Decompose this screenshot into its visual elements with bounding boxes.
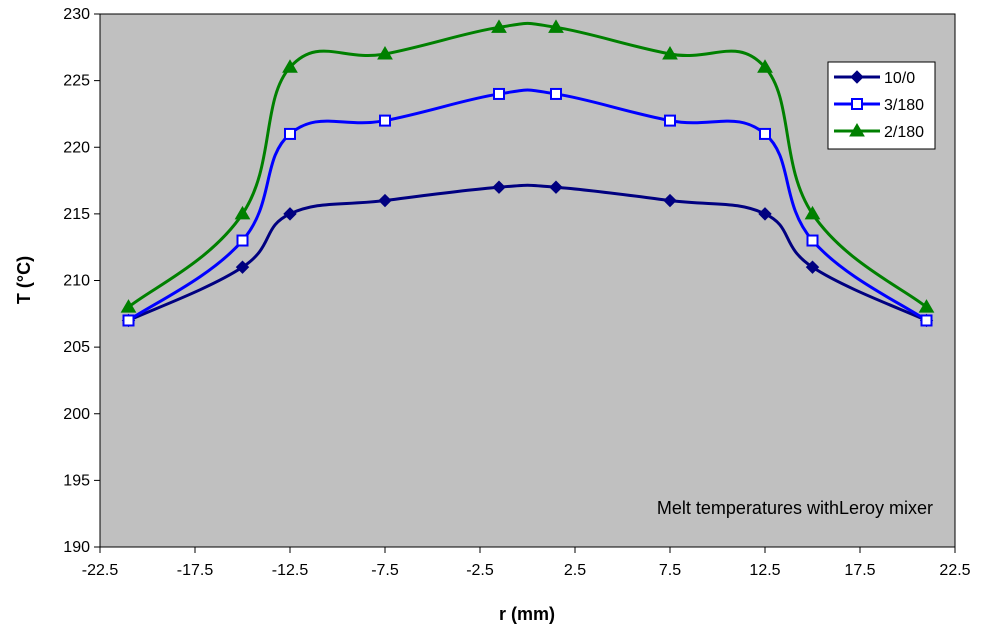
data-point (378, 193, 392, 208)
legend-entry: 3/180 (834, 97, 924, 114)
y-tick-label: 230 (63, 6, 90, 23)
legend-label: 10/0 (884, 70, 915, 87)
x-tick-label: 17.5 (844, 562, 875, 579)
y-tick-label: 190 (63, 539, 90, 556)
x-tick-label: -2.5 (466, 562, 494, 579)
data-point (493, 87, 505, 100)
x-tick-label: -7.5 (371, 562, 399, 579)
data-point (120, 299, 137, 313)
series-2 (122, 87, 933, 327)
y-tick-label: 200 (63, 406, 90, 423)
series-layer (120, 19, 935, 328)
series-line (127, 183, 928, 322)
data-point (759, 127, 771, 140)
data-point (491, 19, 507, 33)
data-point (663, 193, 677, 208)
legend-label: 3/180 (884, 97, 924, 114)
x-tick-label: -17.5 (177, 562, 214, 579)
chart-annotation: Melt temperatures withLeroy mixer (657, 498, 933, 518)
y-axis-title: T (°C) (14, 256, 34, 304)
legend-entry: 2/180 (834, 123, 924, 141)
data-point (235, 260, 250, 274)
data-point (664, 114, 676, 127)
data-point (549, 180, 563, 194)
data-point (282, 59, 298, 73)
data-point (236, 234, 249, 247)
data-point (662, 45, 678, 60)
x-axis-title: r (mm) (499, 604, 555, 624)
x-axis: -22.5 -17.5 -12.5 -7.5 -2.5 2.5 7.5 12.5 17.5 22.… (82, 547, 971, 579)
plot-area (99, 13, 956, 548)
data-point (758, 207, 772, 221)
y-tick-label: 225 (63, 73, 90, 90)
x-tick-label: 12.5 (749, 562, 780, 579)
legend: 10/0 3/180 2/180 (827, 61, 936, 150)
y-tick-label: 205 (63, 339, 90, 356)
x-tick-label: 22.5 (939, 562, 970, 579)
legend-label: 2/180 (884, 124, 924, 141)
x-tick-label: 2.5 (564, 562, 586, 579)
data-point (805, 260, 820, 274)
series-3 (120, 19, 935, 313)
data-point (492, 180, 506, 194)
x-tick-label: 7.5 (659, 562, 681, 579)
data-point (550, 87, 562, 100)
data-point (122, 314, 135, 327)
data-point (918, 299, 935, 313)
series-line (127, 88, 928, 322)
data-point (379, 114, 391, 127)
x-tick-label: -22.5 (82, 562, 119, 579)
legend-marker (851, 98, 863, 110)
data-point (234, 205, 251, 220)
data-point (548, 19, 564, 33)
x-tick-label: -12.5 (272, 562, 309, 579)
legend-marker (849, 123, 865, 137)
legend-entry: 10/0 (834, 70, 915, 87)
data-point (804, 205, 821, 220)
y-tick-label: 215 (63, 206, 90, 223)
y-tick-label: 210 (63, 273, 90, 290)
data-point (806, 234, 819, 247)
y-tick-label: 195 (63, 472, 90, 489)
data-point (283, 207, 297, 221)
data-point (920, 314, 933, 327)
data-point (757, 59, 773, 73)
series-line (127, 21, 928, 309)
data-point (284, 127, 296, 140)
y-tick-label: 220 (63, 139, 90, 156)
y-axis: 190 195 200 205 210 215 220 225 230 (63, 6, 100, 556)
legend-marker (850, 70, 864, 84)
data-point (377, 45, 393, 60)
